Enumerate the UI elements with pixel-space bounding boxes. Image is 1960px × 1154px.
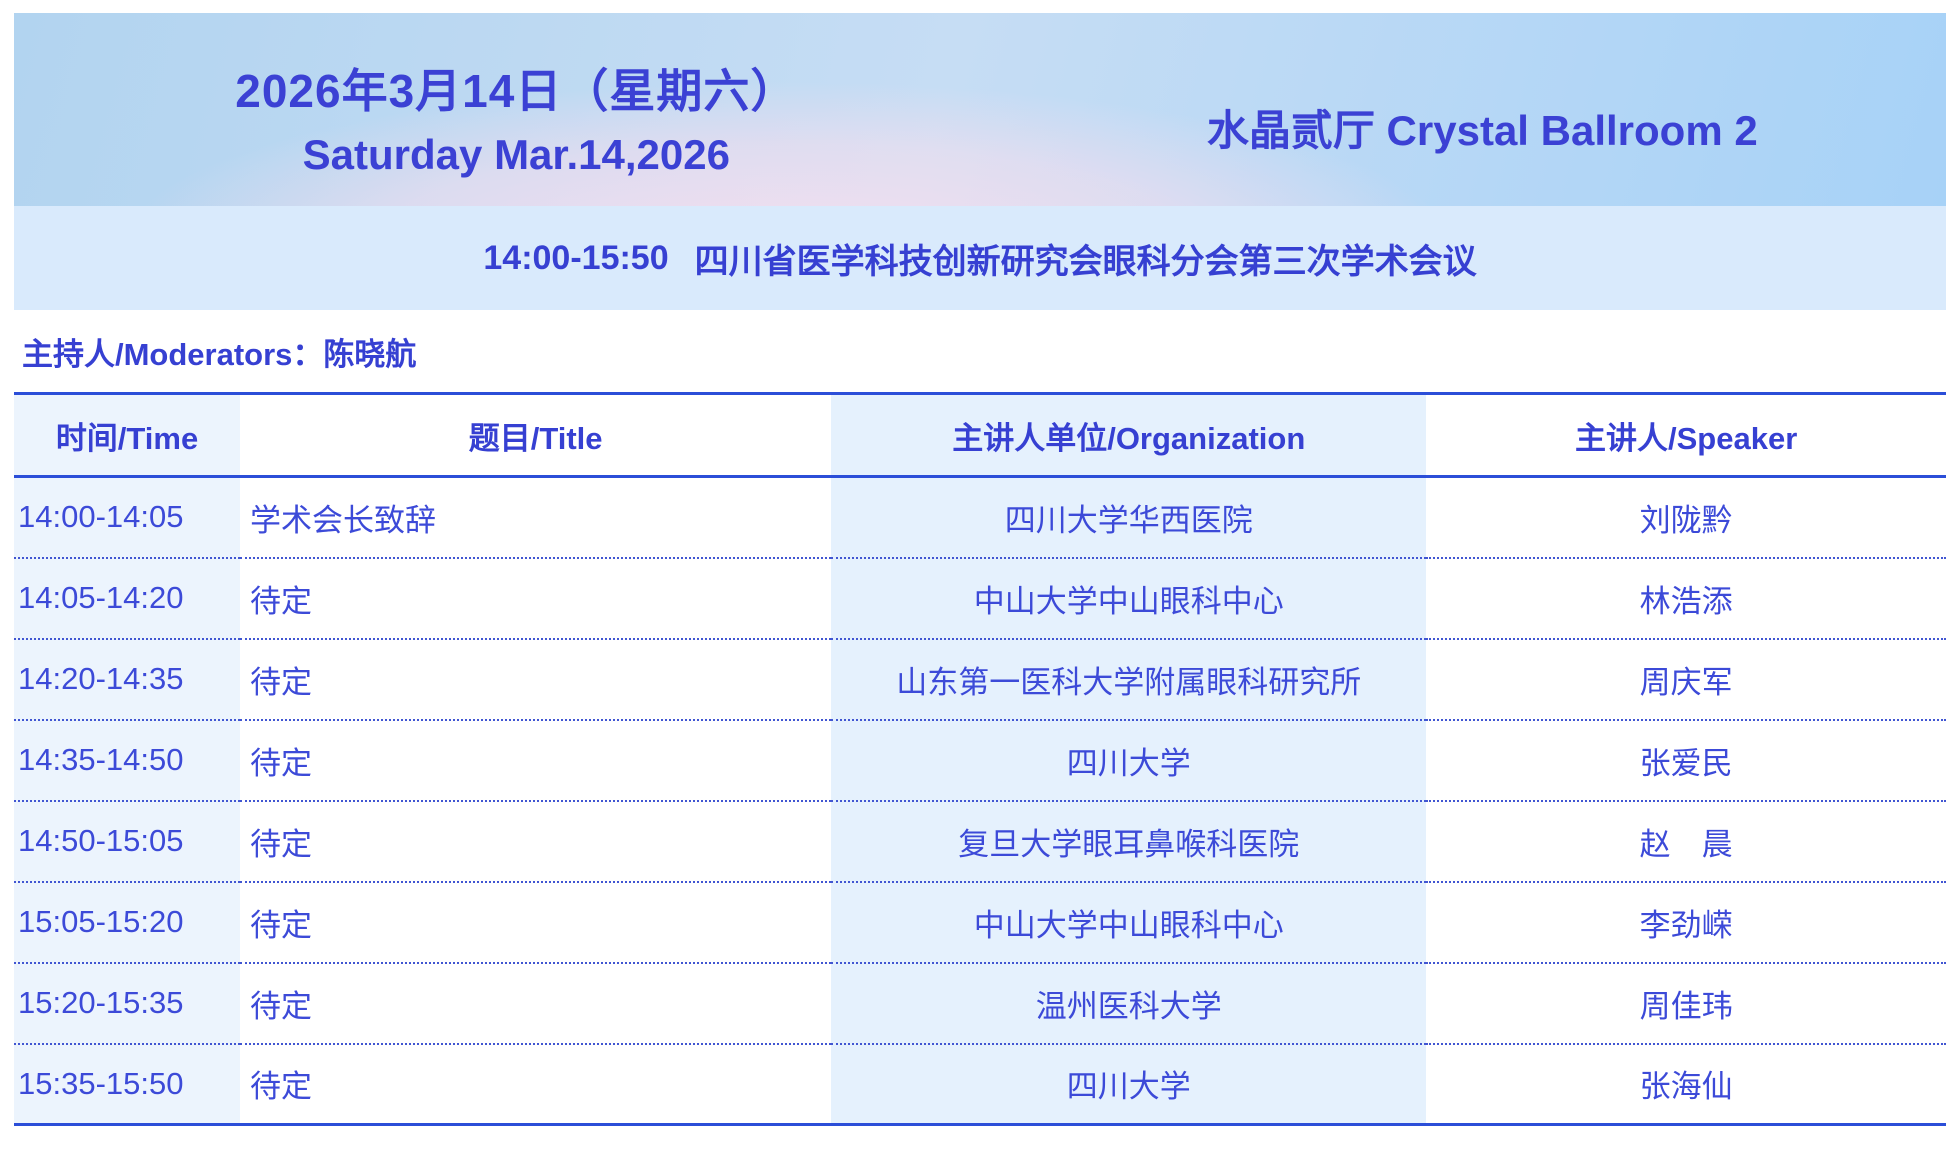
schedule-table-body: 14:00-14:05 学术会长致辞 四川大学华西医院 刘陇黔 14:05-14… [14,476,1946,1125]
cell-title: 待定 [240,557,832,639]
cell-title: 待定 [240,881,832,963]
table-row: 15:05-15:20 待定 中山大学中山眼科中心 李劲嵘 [14,881,1946,963]
cell-time: 14:50-15:05 [14,800,241,882]
table-row: 15:35-15:50 待定 四川大学 张海仙 [14,1043,1946,1125]
conference-schedule-page: 2026年3月14日（星期六） Saturday Mar.14,2026 水晶贰… [14,13,1946,1126]
cell-organization: 山东第一医科大学附属眼科研究所 [831,638,1427,720]
column-header-time: 时间/Time [14,393,241,477]
cell-speaker: 林浩添 [1426,557,1946,639]
session-title-bar: 14:00-15:50 四川省医学科技创新研究会眼科分会第三次学术会议 [14,206,1946,310]
cell-organization: 中山大学中山眼科中心 [831,881,1427,963]
table-row: 14:50-15:05 待定 复旦大学眼耳鼻喉科医院 赵 晨 [14,800,1946,882]
cell-title: 待定 [240,638,832,720]
header-date-block: 2026年3月14日（星期六） Saturday Mar.14,2026 [14,13,1019,206]
header-row: 时间/Time 题目/Title 主讲人单位/Organization 主讲人/… [14,393,1946,477]
column-header-title: 题目/Title [240,393,832,477]
date-chinese: 2026年3月14日（星期六） [235,64,798,117]
cell-time: 14:20-14:35 [14,638,241,720]
cell-speaker: 赵 晨 [1426,800,1946,882]
cell-speaker: 周佳玮 [1426,962,1946,1044]
schedule-table-head: 时间/Time 题目/Title 主讲人单位/Organization 主讲人/… [14,393,1946,477]
session-time: 14:00-15:50 [483,238,669,277]
table-row: 14:00-14:05 学术会长致辞 四川大学华西医院 刘陇黔 [14,476,1946,558]
cell-organization: 复旦大学眼耳鼻喉科医院 [831,800,1427,882]
cell-title: 待定 [240,1043,832,1125]
cell-organization: 温州医科大学 [831,962,1427,1044]
cell-time: 15:20-15:35 [14,962,241,1044]
table-row: 14:20-14:35 待定 山东第一医科大学附属眼科研究所 周庆军 [14,638,1946,720]
table-row: 14:35-14:50 待定 四川大学 张爱民 [14,719,1946,801]
cell-organization: 中山大学中山眼科中心 [831,557,1427,639]
cell-organization: 四川大学华西医院 [831,476,1427,558]
header-band: 2026年3月14日（星期六） Saturday Mar.14,2026 水晶贰… [14,13,1946,206]
cell-time: 14:00-14:05 [14,476,241,558]
cell-title: 学术会长致辞 [240,476,832,558]
cell-title: 待定 [240,962,832,1044]
moderators-label: 主持人/Moderators： [22,336,324,372]
cell-organization: 四川大学 [831,1043,1427,1125]
cell-speaker: 张爱民 [1426,719,1946,801]
table-row: 14:05-14:20 待定 中山大学中山眼科中心 林浩添 [14,557,1946,639]
cell-speaker: 周庆军 [1426,638,1946,720]
cell-speaker: 张海仙 [1426,1043,1946,1125]
cell-time: 15:05-15:20 [14,881,241,963]
table-row: 15:20-15:35 待定 温州医科大学 周佳玮 [14,962,1946,1044]
moderators-row: 主持人/Moderators： 陈晓航 [14,310,1946,392]
date-english: Saturday Mar.14,2026 [302,130,730,178]
cell-title: 待定 [240,800,832,882]
cell-time: 15:35-15:50 [14,1043,241,1125]
cell-speaker: 李劲嵘 [1426,881,1946,963]
cell-time: 14:35-14:50 [14,719,241,801]
cell-title: 待定 [240,719,832,801]
moderators-names: 陈晓航 [323,336,417,372]
cell-speaker: 刘陇黔 [1426,476,1946,558]
room-title: 水晶贰厅 Crystal Ballroom 2 [1206,107,1758,154]
schedule-table: 时间/Time 题目/Title 主讲人单位/Organization 主讲人/… [14,392,1946,1126]
session-title: 四川省医学科技创新研究会眼科分会第三次学术会议 [694,242,1477,281]
header-room-block: 水晶贰厅 Crystal Ballroom 2 [1019,13,1946,206]
column-header-organization: 主讲人单位/Organization [831,393,1427,477]
cell-organization: 四川大学 [831,719,1427,801]
cell-time: 14:05-14:20 [14,557,241,639]
column-header-speaker: 主讲人/Speaker [1426,393,1946,477]
